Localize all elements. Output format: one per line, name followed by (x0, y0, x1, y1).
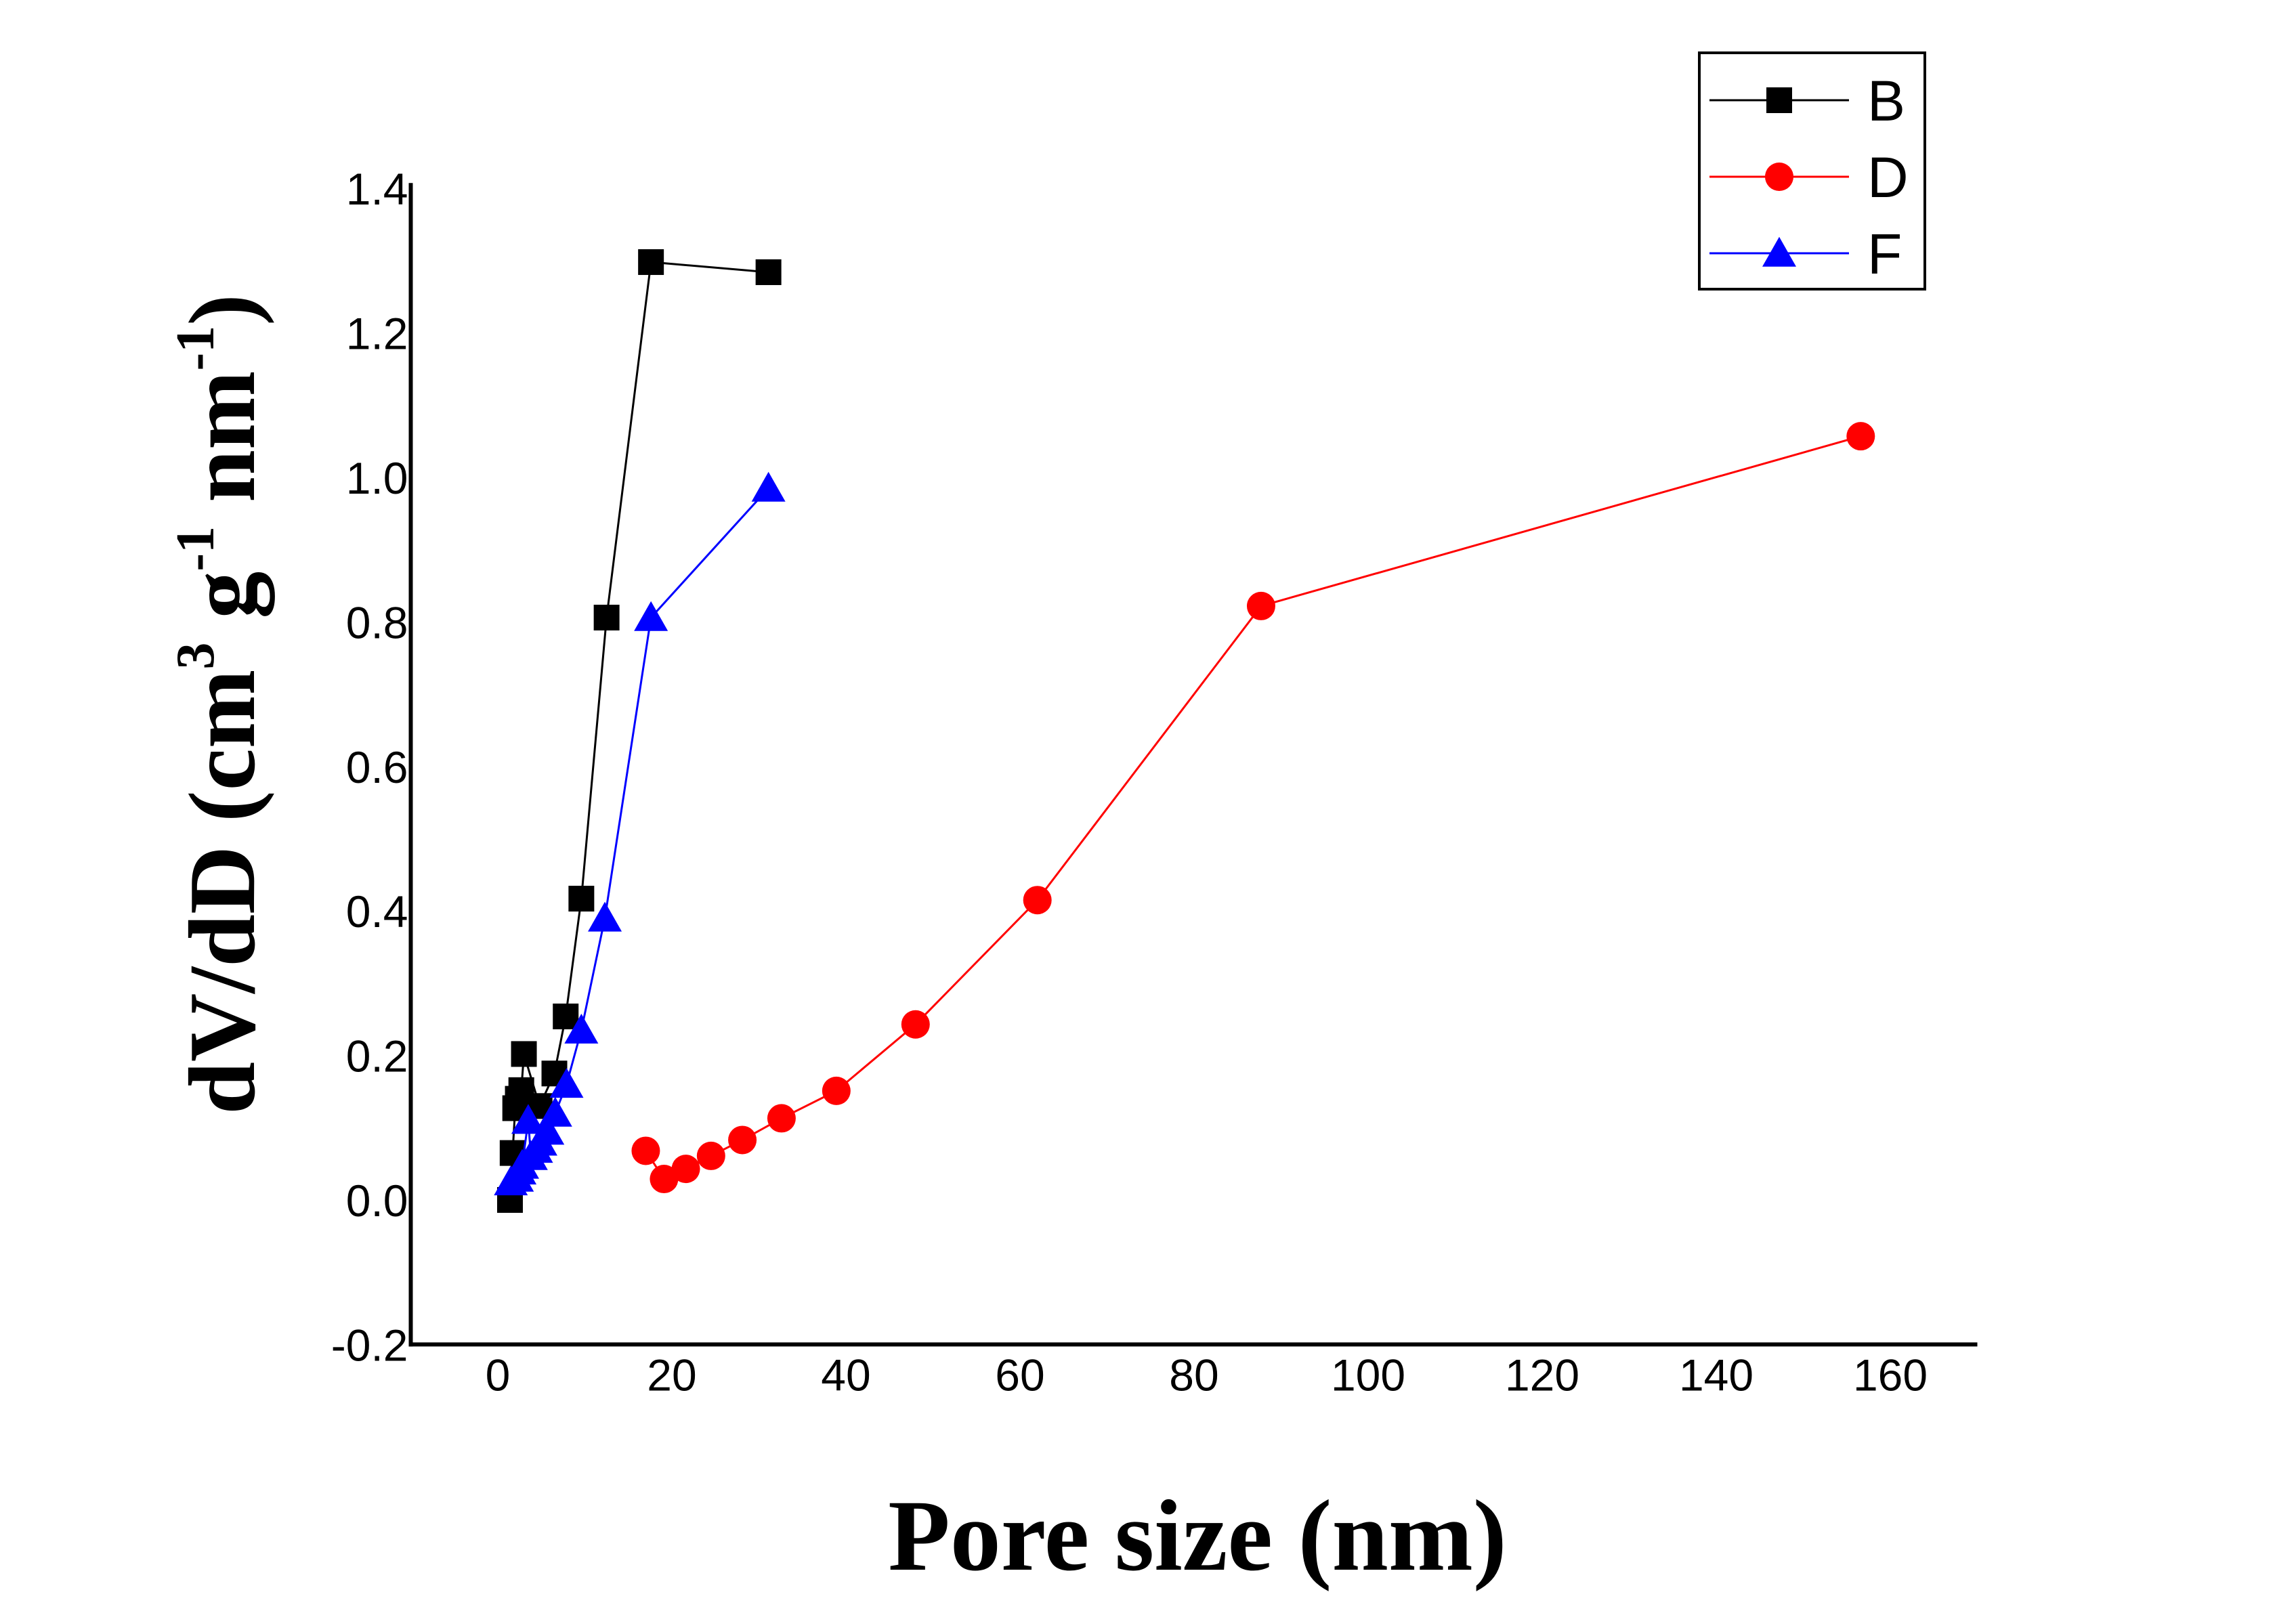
series-line-D (645, 435, 1861, 1180)
x-tick-label: 40 (821, 1350, 870, 1400)
series-line-B (509, 261, 769, 1201)
x-tick-labels: 0 20 40 60 80 100 120 140 160 (486, 1350, 1928, 1400)
series-B (496, 249, 782, 1213)
data-point-F (634, 601, 668, 631)
legend-box (1698, 51, 1926, 291)
data-point-B (568, 886, 595, 912)
y-axis-title: dV/dD (cm3 g-1 nm-1) (166, 294, 275, 1115)
data-point-D (1023, 886, 1052, 915)
y-axis-title-sup-neg1-a: -1 (166, 526, 226, 572)
data-point-B (638, 249, 664, 276)
x-tick-label: 0 (486, 1350, 511, 1400)
x-tick-label: 120 (1505, 1350, 1579, 1400)
legend-label-D: D (1867, 146, 1909, 209)
data-point-B (755, 259, 782, 285)
y-tick-label: 0.2 (346, 1031, 408, 1081)
y-axis-title-nm: nm (170, 370, 275, 525)
data-point-D (767, 1104, 796, 1133)
y-tick-label: 1.4 (346, 164, 408, 214)
data-point-D (901, 1010, 930, 1039)
x-tick-label: 140 (1679, 1350, 1753, 1400)
y-axis-title-base: dV/dD (cm (170, 670, 275, 1115)
y-axis-title-end: ) (170, 294, 275, 326)
y-tick-label: -0.2 (331, 1320, 408, 1370)
y-axis-title-sup-neg1-b: -1 (166, 326, 226, 371)
legend-marker-B (1766, 87, 1792, 113)
y-tick-labels: -0.2 0.0 0.2 0.4 0.6 0.8 1.0 1.2 1.4 (331, 164, 408, 1370)
data-point-F (538, 1096, 572, 1127)
y-tick-label: 0.0 (346, 1176, 408, 1226)
legend-marker-D (1765, 163, 1793, 191)
legend-item-D: D (1709, 146, 1909, 209)
data-point-F (751, 471, 786, 502)
x-tick-label: 160 (1853, 1350, 1928, 1400)
y-tick-label: 0.6 (346, 742, 408, 792)
data-point-F (564, 1014, 599, 1044)
x-tick-label: 20 (647, 1350, 696, 1400)
legend-marker-F (1762, 236, 1796, 267)
legend-item-B: B (1709, 69, 1905, 133)
y-axis-title-sup-3: 3 (166, 643, 226, 670)
x-tick-label: 60 (995, 1350, 1044, 1400)
x-tick-label: 100 (1331, 1350, 1405, 1400)
x-axis-title: Pore size (nm) (888, 1480, 1507, 1592)
data-point-B (553, 1003, 579, 1029)
data-point-B (593, 604, 620, 630)
legend-label-F: F (1867, 222, 1902, 286)
y-tick-label: 0.8 (346, 597, 408, 647)
data-point-D (1846, 422, 1875, 451)
data-point-B (511, 1041, 537, 1067)
legend-label-B: B (1867, 69, 1905, 133)
legend-item-F: F (1709, 222, 1902, 286)
data-point-D (671, 1155, 700, 1184)
data-point-D (728, 1125, 757, 1155)
data-point-D (650, 1165, 679, 1194)
x-tick-label: 80 (1169, 1350, 1218, 1400)
data-point-D (631, 1136, 660, 1165)
y-axis-title-g: g (170, 572, 275, 643)
y-tick-label: 1.2 (346, 309, 408, 359)
legend: BDF (1698, 51, 1926, 291)
y-tick-label: 1.0 (346, 453, 408, 503)
y-tick-label: 0.4 (346, 886, 408, 937)
series-D (631, 422, 1875, 1194)
series-F (494, 471, 786, 1196)
data-point-D (696, 1141, 725, 1170)
axes (408, 183, 1978, 1347)
data-point-D (1246, 591, 1275, 620)
series-layer (494, 249, 1875, 1213)
data-point-F (530, 1115, 565, 1145)
data-point-D (822, 1076, 851, 1105)
data-point-F (511, 1104, 545, 1134)
data-point-F (549, 1068, 584, 1098)
data-point-F (588, 901, 622, 932)
